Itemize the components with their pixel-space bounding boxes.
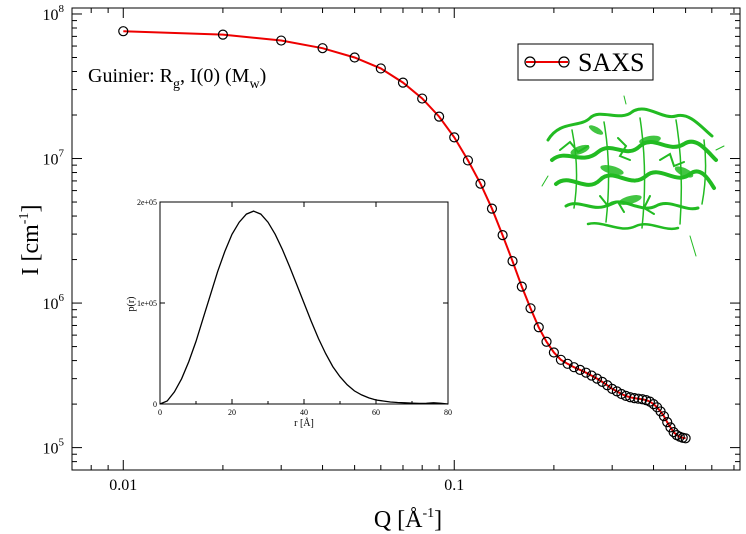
saxs-data-point [475,178,486,189]
legend-marker-left [524,56,536,68]
saxs-data-point [434,111,445,122]
saxs-data-point [497,230,508,241]
guinier-annotation: Guinier: Rg, I(0) (Mw) [88,65,266,92]
y-axis-title: I [cm-1] [17,205,44,276]
y-tick-label: 105 [43,437,65,458]
saxs-data-point [548,347,559,358]
saxs-data-point [597,376,608,387]
saxs-data-point [462,155,474,166]
legend-label: SAXS [578,48,644,77]
legend-marker-right [558,56,570,68]
saxs-data-point [625,392,636,403]
saxs-data-point [375,63,386,74]
inset-y-tick-label: 2e+05 [137,198,157,207]
saxs-data-point [525,303,536,314]
inset-x-tick-label: 80 [444,408,452,417]
inset-x-axis-title: r [Å] [294,417,314,429]
inset-x-tick-label: 20 [228,408,236,417]
saxs-data-point [580,367,592,378]
saxs-data-point [637,394,648,405]
saxs-data-point [662,417,673,428]
saxs-data-point [217,29,229,40]
x-axis-title: Q [Å-1] [374,506,442,533]
inset-pr-plot: 0 20 40 60 80 0 1e+05 2e+05 r [Å] p(r) [126,198,452,429]
y-tick-label: 108 [43,3,65,24]
y-tick-label: 106 [43,292,65,313]
inset-y-tick-label: 0 [153,400,157,409]
saxs-data-point [568,362,580,373]
saxs-data-point [574,364,586,375]
saxs-data-point [616,388,627,400]
saxs-data-point [586,370,597,381]
saxs-data-point [607,383,618,394]
inset-x-tick-label: 0 [158,408,162,417]
inset-y-axis-title: p(r) [126,297,137,312]
saxs-data-point [648,398,659,410]
saxs-data-point [317,43,328,54]
main-tick-labels: 0.01 0.1 105 106 107 108 [43,3,465,494]
inset-x-tick-label: 40 [300,408,308,417]
saxs-data-point [516,281,527,292]
y-tick-label: 107 [43,148,65,169]
saxs-data-point [486,203,498,214]
saxs-data-point [562,358,573,369]
inset-y-tick-label: 1e+05 [137,299,157,308]
saxs-data-point [591,373,603,384]
saxs-data-point [541,336,552,347]
legend: SAXS [517,43,654,81]
protein-fill-shapes [570,125,694,205]
saxs-data-point [533,322,544,333]
saxs-data-point [629,393,640,404]
saxs-data-point [118,26,129,37]
saxs-series-markers [118,26,691,444]
saxs-data-point [349,52,360,63]
x-tick-label: 0.01 [109,477,137,494]
main-axis-ticks [71,8,740,471]
saxs-data-point [449,132,460,143]
saxs-data-point [507,256,518,267]
saxs-data-point [417,93,428,104]
inset-tick-labels: 0 20 40 60 80 0 1e+05 2e+05 [137,198,452,417]
saxs-data-point [633,393,644,404]
saxs-data-point [680,433,691,444]
x-tick-label: 0.1 [444,477,464,494]
inset-x-tick-label: 60 [372,408,380,417]
inset-pr-curve [159,210,449,405]
saxs-data-point [658,411,670,422]
saxs-data-point [397,77,409,88]
saxs-data-point [276,35,287,46]
